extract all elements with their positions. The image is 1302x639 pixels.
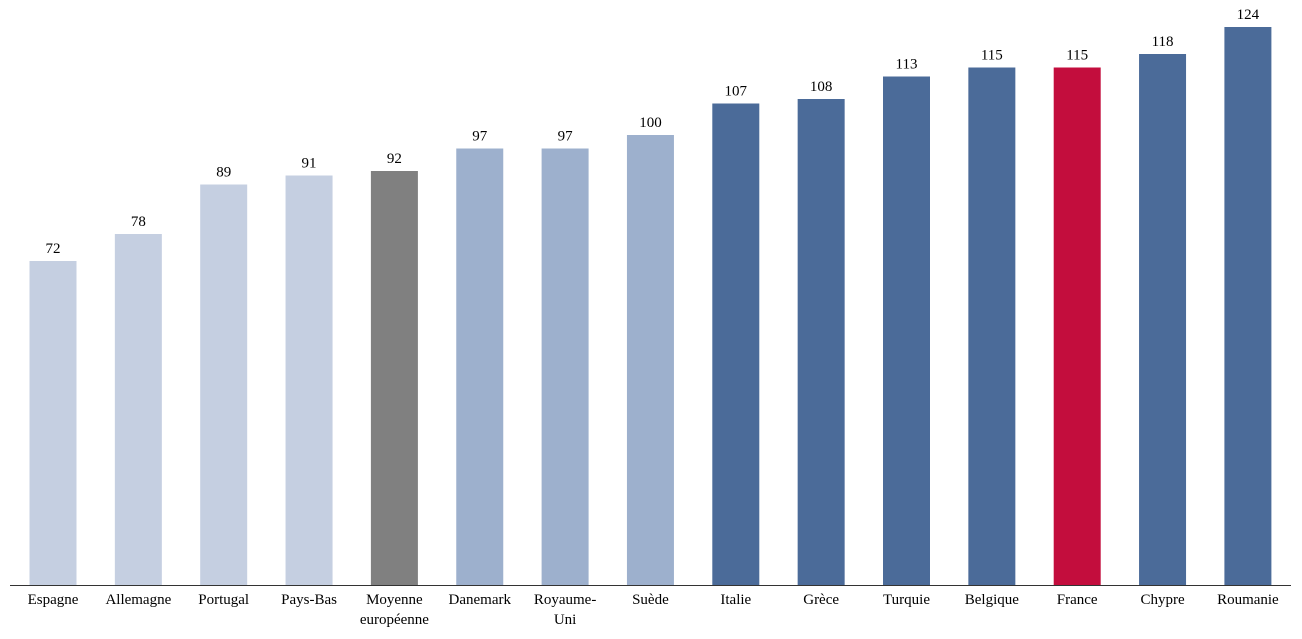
- x-tick-label: Italie: [720, 592, 752, 608]
- x-tick-label: Royaume- Uni: [533, 592, 597, 628]
- data-label: 89: [216, 165, 231, 181]
- x-tick-label: Suède: [632, 592, 669, 608]
- data-label: 115: [981, 48, 1003, 64]
- bar: [370, 171, 418, 585]
- bar: [1053, 67, 1101, 585]
- bar: [626, 135, 674, 585]
- bar: [1224, 27, 1272, 585]
- x-tick-label: Turquie: [883, 592, 930, 608]
- data-label: 118: [1152, 34, 1174, 50]
- data-label: 97: [558, 129, 574, 145]
- bar: [541, 148, 589, 585]
- bar: [883, 76, 930, 585]
- bar: [200, 184, 248, 585]
- x-tick-label: Roumanie: [1217, 592, 1279, 608]
- data-label: 91: [302, 156, 317, 172]
- x-tick-label: Portugal: [198, 592, 250, 608]
- x-tick-label: France: [1056, 592, 1098, 608]
- bar: [29, 261, 77, 585]
- bar: [456, 148, 504, 585]
- x-tick-label: Espagne: [27, 592, 79, 608]
- bar: [285, 175, 333, 585]
- x-tick-label: Chypre: [1140, 592, 1185, 608]
- data-label: 113: [896, 57, 918, 73]
- x-tick-label: Moyenne européenne: [359, 592, 429, 628]
- data-label: 115: [1066, 48, 1088, 64]
- data-label: 78: [131, 214, 146, 230]
- data-label: 124: [1237, 7, 1260, 23]
- data-label: 107: [725, 84, 748, 100]
- data-label: 92: [387, 151, 402, 167]
- data-label: 97: [472, 129, 488, 145]
- x-tick-label: Pays-Bas: [281, 592, 337, 608]
- bar: [968, 67, 1016, 585]
- x-tick-label: Belgique: [964, 592, 1019, 608]
- bar: [712, 103, 760, 585]
- x-tick-label: Danemark: [448, 592, 511, 608]
- data-label: 100: [639, 115, 662, 131]
- bar: [797, 99, 845, 585]
- x-tick-label: Allemagne: [105, 592, 172, 608]
- bar: [114, 234, 162, 585]
- data-label: 72: [46, 241, 61, 257]
- data-label: 108: [810, 79, 833, 95]
- bar: [1139, 54, 1187, 585]
- x-tick-label: Grèce: [803, 592, 840, 608]
